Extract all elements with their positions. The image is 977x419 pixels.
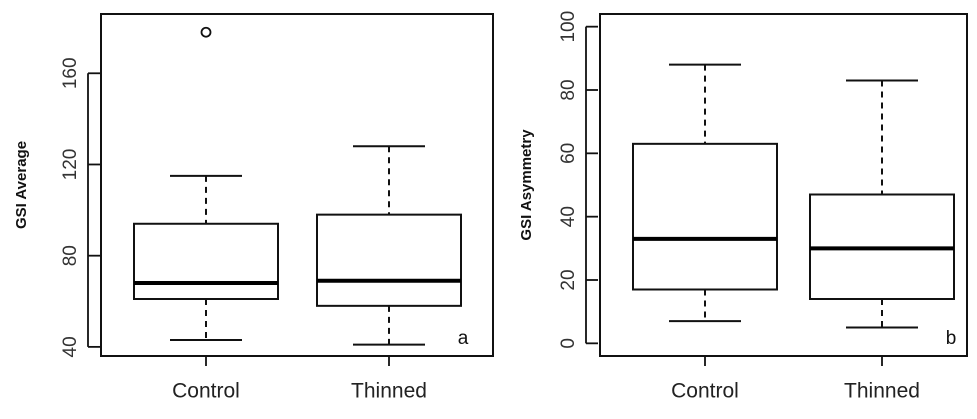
panel-a-gsi-average: 40 80 120 160 GSI Average Control Thinned a bbox=[13, 13, 494, 403]
y-tick-label: 40 bbox=[558, 206, 579, 227]
x-category-label: Control bbox=[172, 380, 240, 403]
y-tick-label: 80 bbox=[558, 79, 579, 100]
x-category-label: Control bbox=[671, 380, 739, 403]
y-tick-label: 0 bbox=[558, 338, 579, 349]
x-category-label: Thinned bbox=[844, 380, 920, 403]
plot-frame bbox=[100, 13, 494, 357]
iqr-box bbox=[632, 142, 778, 291]
iqr-box bbox=[133, 222, 279, 300]
outlier-point bbox=[200, 26, 212, 38]
panel-letter: a bbox=[458, 328, 469, 349]
panel-letter: b bbox=[946, 328, 957, 349]
y-axis-title: GSI Asymmetry bbox=[518, 129, 535, 241]
x-category-label: Thinned bbox=[351, 380, 427, 403]
y-axis-title: GSI Average bbox=[13, 141, 30, 229]
y-tick-label: 40 bbox=[60, 336, 81, 357]
iqr-box bbox=[316, 213, 462, 307]
y-tick-label: 160 bbox=[60, 57, 81, 89]
panel-b-gsi-asymmetry: 0 20 40 60 80 100 GSI Asymmetry Control Thinned b bbox=[518, 11, 968, 403]
y-tick-label: 20 bbox=[558, 269, 579, 290]
y-tick-label: 120 bbox=[60, 149, 81, 181]
y-tick-label: 80 bbox=[60, 245, 81, 266]
y-tick-label: 60 bbox=[558, 143, 579, 164]
plot-frame bbox=[599, 13, 968, 357]
y-tick-label: 100 bbox=[558, 11, 579, 43]
